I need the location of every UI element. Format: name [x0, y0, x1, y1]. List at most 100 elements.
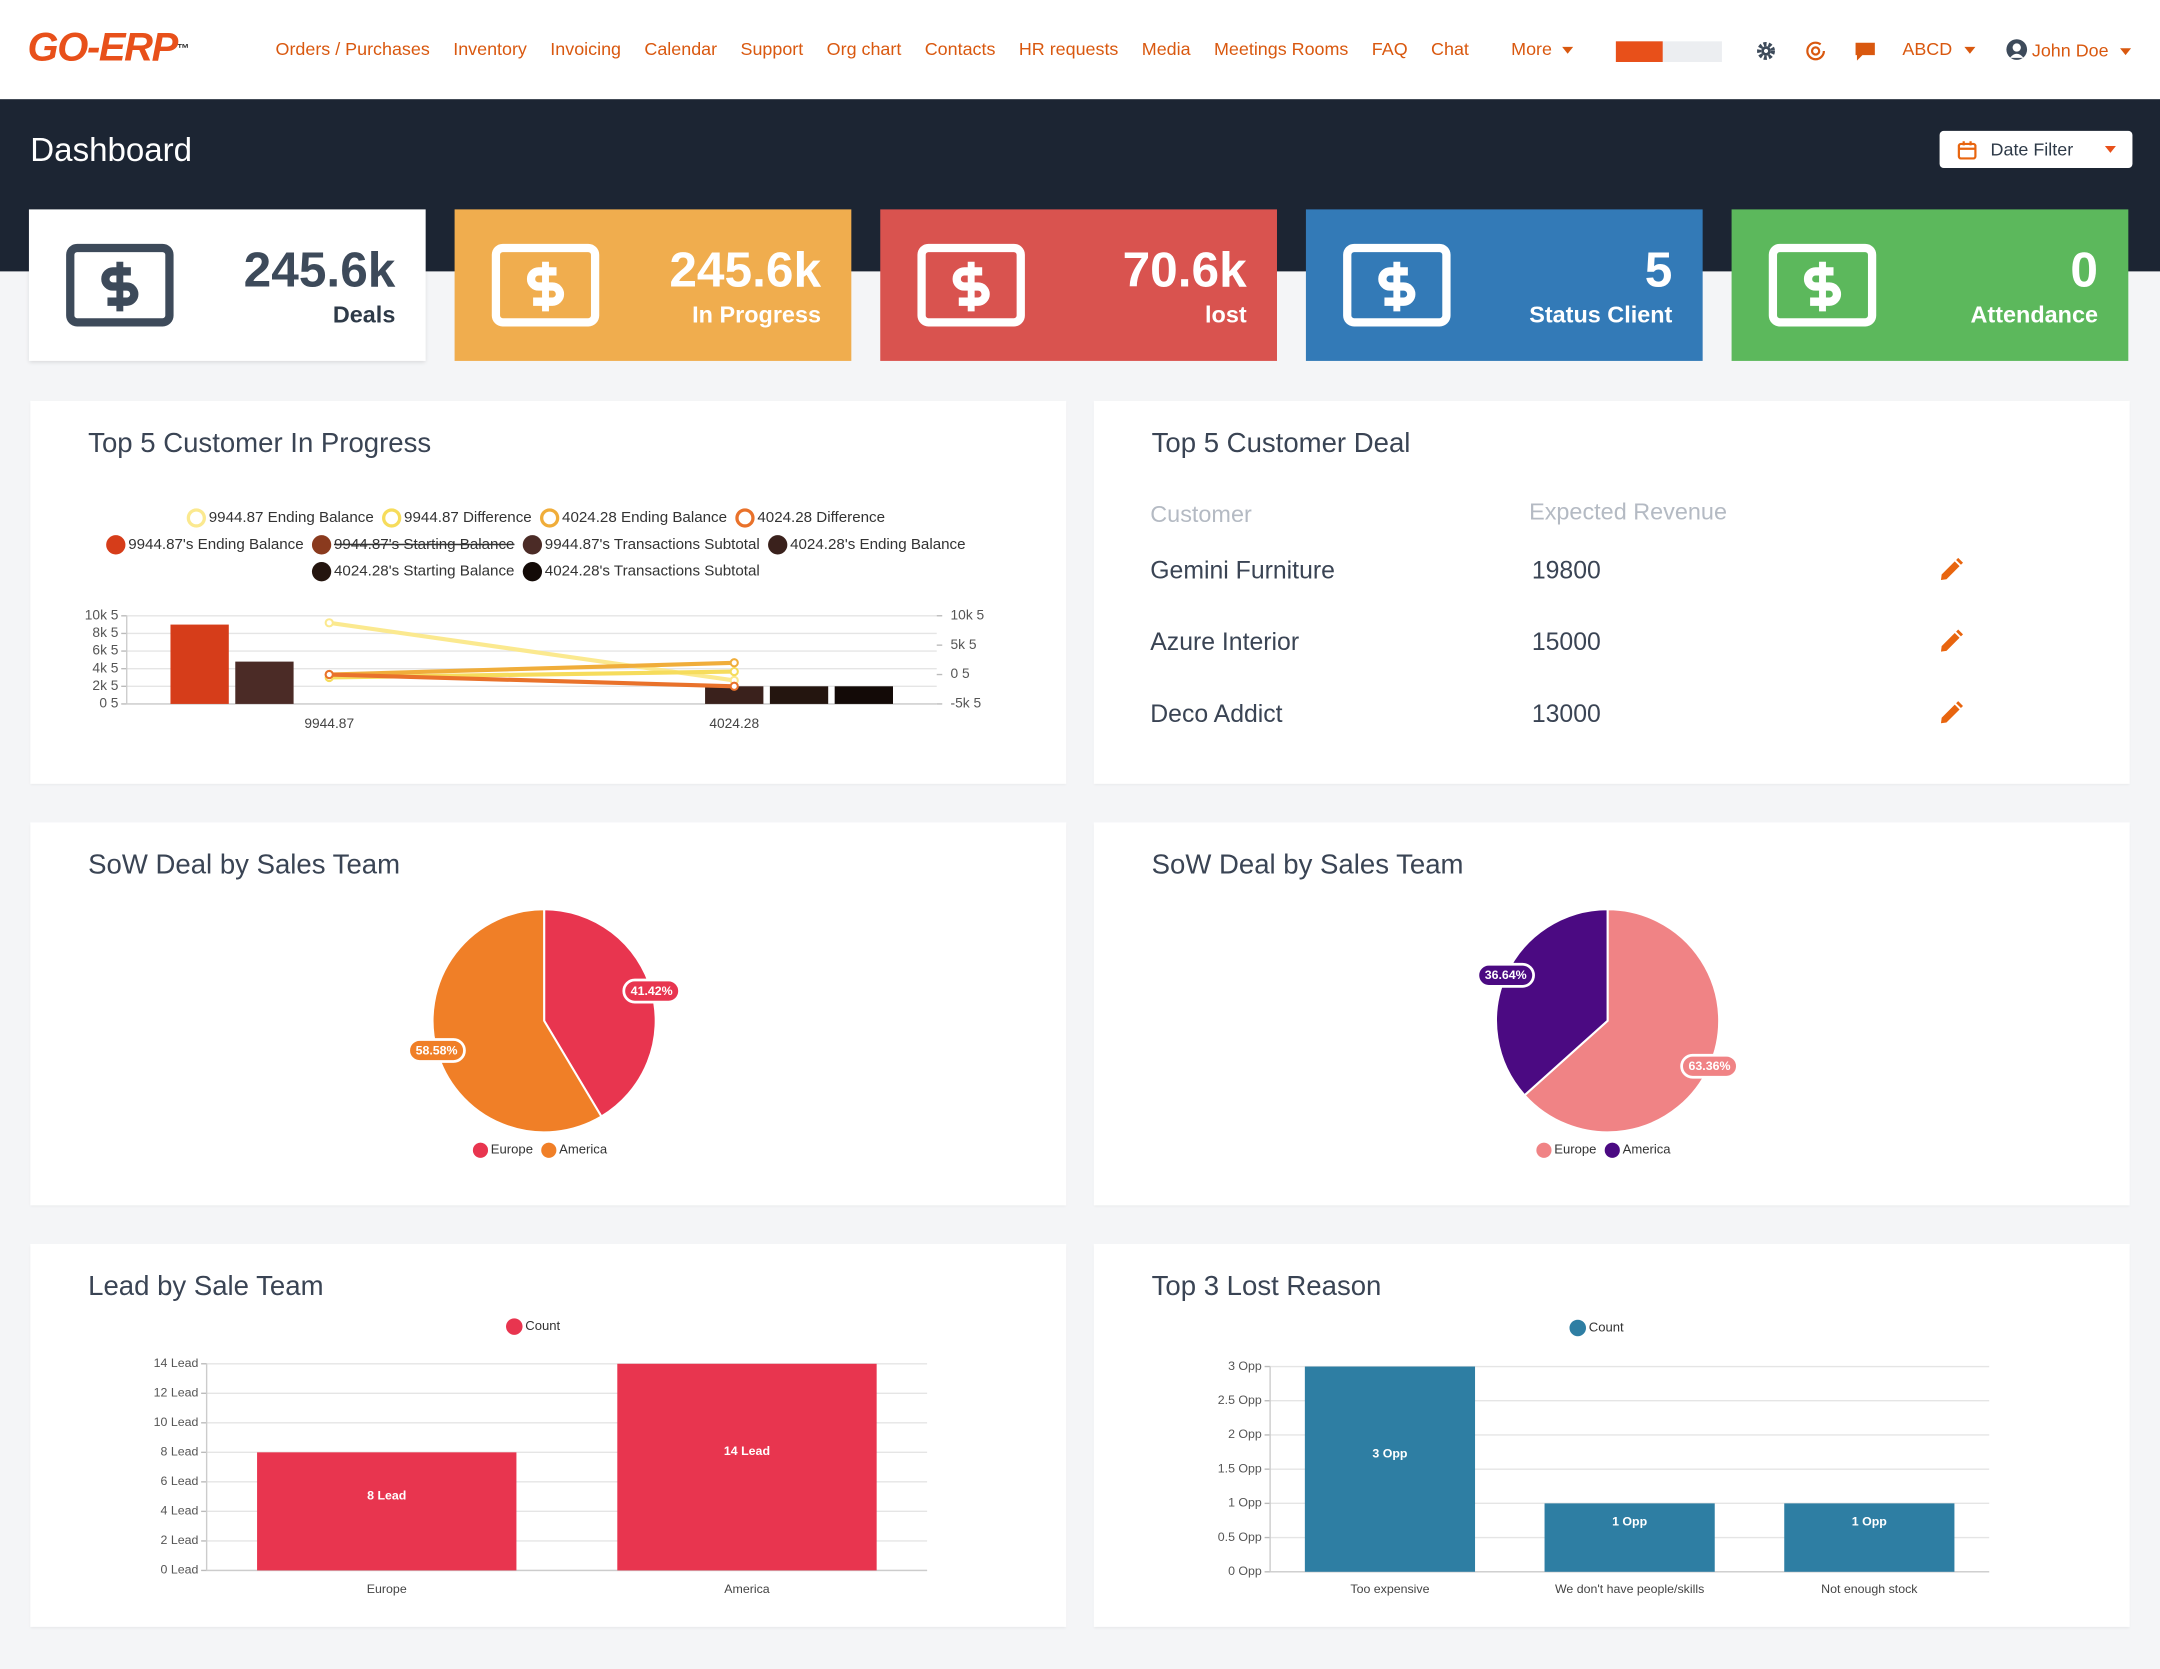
nav-link[interactable]: FAQ	[1371, 38, 1408, 60]
settings-icon[interactable]	[1755, 40, 1777, 62]
stat-label: In Progress	[692, 301, 822, 328]
y-tick-label: 0 Lead	[161, 1563, 199, 1577]
stat-card: 245.6k Deals	[28, 209, 426, 361]
user-menu[interactable]: John Doe	[2006, 39, 2133, 62]
y-tick-label: 10k 5	[85, 607, 119, 622]
nav-link[interactable]: Contacts	[924, 38, 996, 60]
edit-icon	[1940, 629, 1964, 652]
y-tick-label: 2 Lead	[161, 1533, 199, 1547]
x-tick-label: America	[724, 1582, 770, 1596]
nav-link[interactable]: Invoicing	[550, 38, 621, 60]
label-text: 36.64%	[1485, 968, 1527, 982]
legend-label: 4024.28 Ending Balance	[562, 509, 727, 526]
nav-link[interactable]: Calendar	[644, 38, 718, 60]
legend-symbol	[539, 508, 560, 528]
y-tick-label: 8 Lead	[161, 1445, 199, 1459]
legend-item: 4024.28's Starting Balance	[311, 562, 515, 582]
panel-title: SoW Deal by Sales Team	[1151, 849, 1464, 881]
legend-item: 4024.28 Difference	[735, 508, 885, 528]
legend-label: Europe	[1554, 1142, 1596, 1157]
chart: 0 5 2k 5 4k 5 6k 5 8k 5 10k 5 -5k 5 0 5 5k 5 10k …	[85, 508, 985, 731]
legend-symbol	[1569, 1319, 1587, 1337]
logo[interactable]: GO-ERP™	[28, 25, 190, 72]
legend-item: 9944.87's Transactions Subtotal	[522, 535, 760, 555]
legend-item: 4024.28's Ending Balance	[768, 535, 966, 555]
label-pill	[1476, 962, 1535, 988]
bar	[617, 1363, 877, 1571]
company-switcher[interactable]: ABCD	[1902, 39, 1976, 61]
y2-tick-label: 10k 5	[951, 607, 985, 622]
bar	[705, 686, 764, 704]
nav-link[interactable]: Chat	[1431, 38, 1469, 60]
page-title: Dashboard	[30, 132, 193, 170]
stat-value: 245.6k	[243, 241, 396, 298]
nav-link[interactable]: Support	[740, 38, 804, 60]
panel-title: Top 5 Customer In Progress	[88, 428, 432, 459]
legend-symbol	[382, 508, 402, 528]
y-tick-label: 0 5	[99, 696, 118, 711]
x-tick-label: Europe	[367, 1582, 407, 1596]
bar-value-label: 1 Opp	[1612, 1515, 1648, 1529]
y-tick-label: 1.5 Opp	[1218, 1461, 1262, 1475]
stat-label: Deals	[332, 301, 396, 328]
caret	[2120, 48, 2132, 56]
caret	[1562, 46, 1574, 54]
label-pill	[1680, 1053, 1739, 1079]
nav-link[interactable]: HR requests	[1018, 38, 1119, 60]
table-cell: 19800	[1531, 556, 1601, 585]
legend-label: 4024.28's Starting Balance	[334, 563, 515, 580]
legend-label: 9944.87 Ending Balance	[209, 509, 374, 526]
pie-value-label: 41.42%	[622, 978, 681, 1004]
stat-label: Attendance	[1970, 301, 2099, 328]
edit-button[interactable]	[1938, 557, 1964, 583]
bar	[1544, 1503, 1715, 1572]
nav-link[interactable]: Meetings Rooms	[1214, 38, 1349, 60]
y-tick-label: 2.5 Opp	[1218, 1393, 1262, 1407]
y-tick-label: 1 Opp	[1228, 1496, 1262, 1510]
bar-value-label: 14 Lead	[724, 1444, 770, 1458]
legend-label: 4024.28's Ending Balance	[790, 536, 965, 553]
stat-card: 5 Status Client	[1305, 209, 1703, 361]
nav-link[interactable]: Orders / Purchases	[275, 38, 430, 60]
icon-frame	[1768, 243, 1877, 327]
nav-link[interactable]: Org chart	[826, 38, 902, 60]
line	[329, 672, 735, 689]
stat-icon	[1768, 243, 1877, 327]
icon-frame	[66, 243, 174, 327]
nav-link[interactable]: Inventory	[453, 38, 527, 60]
mention-icon[interactable]	[1805, 40, 1827, 62]
edit-icon	[1940, 701, 1964, 724]
nav-link[interactable]: Media	[1141, 38, 1191, 60]
legend-symbol	[522, 535, 543, 555]
company-label: ABCD	[1902, 38, 1953, 60]
bar	[1304, 1366, 1476, 1572]
bar	[769, 686, 829, 704]
chart-panel: 63.36% 36.64% Europe America SoW Deal by Sa…	[1093, 822, 2130, 1206]
legend-item: America	[541, 1142, 608, 1158]
legend-label: Europe	[491, 1142, 533, 1157]
chart-panel: 0 Lead 2 Lead 4 Lead 6 Lead 8 Lead 10 Lead 12 …	[30, 1243, 1067, 1627]
legend-item: 9944.87's Ending Balance	[106, 535, 304, 555]
stat-icon	[917, 243, 1025, 327]
legend-label: 9944.87's Transactions Subtotal	[545, 536, 760, 553]
date-filter[interactable]: Date Filter	[1939, 130, 2133, 169]
bar	[257, 1452, 517, 1571]
legend-label: America	[559, 1142, 608, 1157]
legend-label: 4024.28 Difference	[757, 509, 885, 526]
legend-item: Europe	[472, 1142, 533, 1158]
line-point	[729, 658, 739, 668]
chat-icon[interactable]	[1854, 40, 1876, 62]
table-cell: 15000	[1531, 628, 1601, 656]
logo-mark: ™	[176, 41, 190, 56]
edit-button[interactable]	[1938, 629, 1964, 655]
caret	[2104, 146, 2116, 153]
legend-label: 9944.87's Ending Balance	[128, 536, 303, 553]
pie-value-label: 58.58%	[407, 1038, 466, 1063]
bar	[235, 661, 294, 704]
legend-symbol	[1604, 1142, 1620, 1158]
nav-more[interactable]: More	[1511, 39, 1575, 61]
label-text: 41.42%	[631, 984, 673, 998]
chart: 0 Opp 0.5 Opp 1 Opp 1.5 Opp 2 Opp 2.5 Opp 3 Op…	[1218, 1319, 1990, 1596]
edit-button[interactable]	[1938, 701, 1964, 726]
